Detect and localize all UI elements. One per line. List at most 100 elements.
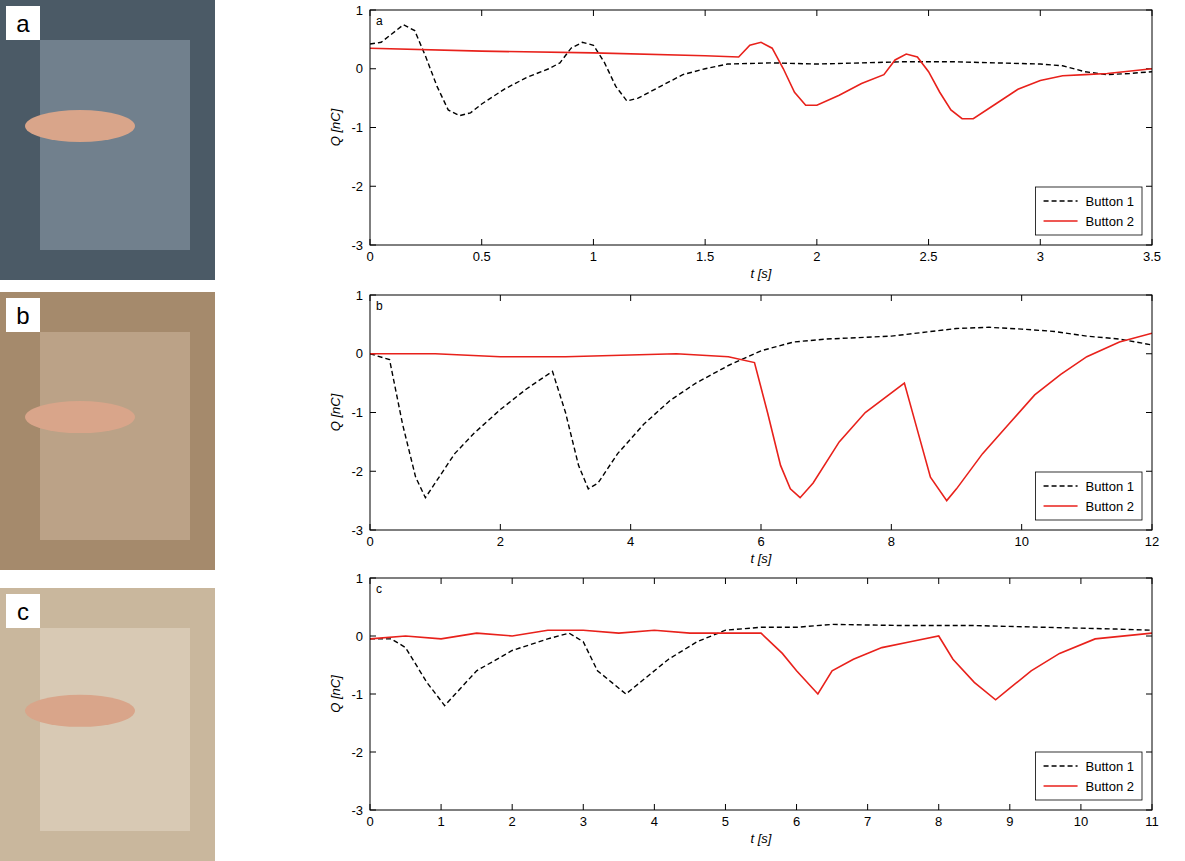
- x-tick: [583, 804, 584, 810]
- x-tick: [891, 524, 892, 530]
- legend-label: Button 1: [1086, 194, 1134, 209]
- x-tick: [500, 524, 501, 530]
- x-axis-title: t [s]: [751, 551, 772, 566]
- x-tick-label: 10: [1014, 534, 1028, 549]
- y-axis-title: Q [nC]: [328, 675, 343, 713]
- legend: Button 1Button 2: [1036, 472, 1142, 520]
- y-tick-label: -2: [351, 464, 363, 479]
- x-tick-label: 0: [366, 534, 373, 549]
- y-tick: [370, 694, 376, 695]
- photo-finger: [25, 110, 135, 142]
- legend-swatch: [1044, 485, 1078, 487]
- x-tick-label: 2: [509, 814, 516, 829]
- x-tick-label: 1: [437, 814, 444, 829]
- x-tick: [1080, 804, 1081, 810]
- x-tick-top: [481, 10, 482, 16]
- legend-swatch: [1044, 785, 1078, 787]
- x-tick-label: 2: [813, 249, 820, 264]
- y-tick-right: [1146, 471, 1152, 472]
- photo-finger: [25, 695, 135, 727]
- x-tick: [705, 239, 706, 245]
- y-tick: [370, 471, 376, 472]
- chart: 01234567891011-3-2-101ct [s]Q [nC]Button…: [328, 571, 1159, 847]
- x-tick-top: [891, 295, 892, 301]
- plot-frame: [370, 578, 1152, 810]
- y-tick: [370, 186, 376, 187]
- series-group: [370, 327, 1152, 500]
- legend-label: Button 2: [1086, 779, 1134, 794]
- y-axis-title: Q [nC]: [328, 108, 343, 146]
- x-tick-top: [1040, 10, 1041, 16]
- x-tick-top: [630, 295, 631, 301]
- series-line: [370, 624, 1152, 705]
- y-tick-label: -3: [351, 523, 363, 538]
- y-axis-title: Q [nC]: [328, 393, 343, 431]
- chart-title: b: [376, 299, 383, 313]
- y-tick: [370, 127, 376, 128]
- chart: 00.511.522.533.5-3-2-101at [s]Q [nC]Butt…: [328, 3, 1161, 282]
- x-tick-top: [654, 578, 655, 584]
- x-tick: [1009, 804, 1010, 810]
- x-axis-title: t [s]: [751, 831, 772, 846]
- y-tick-right: [1146, 636, 1152, 637]
- x-tick-label: 0: [366, 249, 373, 264]
- photo-label-box: [6, 298, 40, 332]
- photo-placeholder: [0, 588, 215, 861]
- x-tick: [928, 239, 929, 245]
- plot-area: [370, 578, 1152, 810]
- photo-panel: a: [0, 0, 215, 280]
- photo-finger: [25, 401, 135, 433]
- y-tick: [370, 636, 376, 637]
- y-tick-label: -1: [351, 687, 363, 702]
- photo-sheet: [40, 628, 190, 831]
- series-line: [370, 25, 1152, 116]
- series-group: [370, 25, 1152, 119]
- legend: Button 1 Button 2: [1036, 752, 1142, 800]
- legend-swatch: [1044, 200, 1078, 202]
- photo-label: c: [17, 598, 29, 625]
- y-tick-label: 1: [356, 3, 363, 18]
- x-tick-label: 3.5: [1143, 249, 1161, 264]
- x-tick-top: [705, 10, 706, 16]
- x-tick: [481, 239, 482, 245]
- y-tick-right: [1146, 412, 1152, 413]
- x-tick-top: [1021, 295, 1022, 301]
- y-tick: [370, 412, 376, 413]
- photo-label-box: [6, 594, 40, 628]
- legend-label: Button 1: [1086, 759, 1134, 774]
- x-tick: [630, 524, 631, 530]
- photo-panel: b: [0, 292, 215, 570]
- x-axis-title: t [s]: [751, 266, 772, 281]
- x-tick-label: 10: [1074, 814, 1088, 829]
- x-tick: [725, 804, 726, 810]
- series-line: [370, 42, 1152, 118]
- y-tick-label: 1: [356, 288, 363, 303]
- x-tick-label: 4: [627, 534, 634, 549]
- y-tick-label: -3: [351, 803, 363, 818]
- x-tick-label: 2.5: [920, 249, 938, 264]
- legend: Button 1Button 2: [1036, 187, 1142, 235]
- legend-swatch: [1044, 220, 1078, 222]
- y-tick: [370, 752, 376, 753]
- x-tick: [512, 804, 513, 810]
- x-tick-label: 11: [1145, 814, 1159, 829]
- x-tick-top: [761, 295, 762, 301]
- series-group: [370, 624, 1152, 705]
- x-tick-top: [816, 10, 817, 16]
- y-tick-label: -1: [351, 120, 363, 135]
- x-tick: [1040, 239, 1041, 245]
- series-line: [370, 333, 1152, 500]
- x-tick: [938, 804, 939, 810]
- y-tick-right: [1146, 127, 1152, 128]
- x-tick-top: [928, 10, 929, 16]
- y-tick-right: [1146, 752, 1152, 753]
- x-tick-top: [1080, 578, 1081, 584]
- x-tick: [796, 804, 797, 810]
- x-tick: [816, 239, 817, 245]
- x-tick-label: 2: [497, 534, 504, 549]
- y-tick-label: 0: [356, 61, 363, 76]
- series-line: [370, 630, 1152, 700]
- x-tick-top: [583, 578, 584, 584]
- x-tick-top: [512, 578, 513, 584]
- legend-label: Button 2: [1086, 499, 1134, 514]
